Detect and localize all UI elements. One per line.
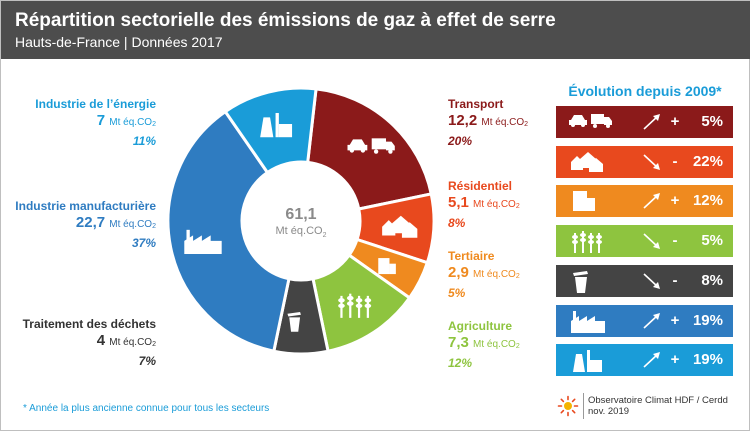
credit-divider: [583, 393, 584, 419]
evolution-value: 5%: [701, 113, 723, 130]
arrow-down-right-icon: [643, 273, 660, 289]
footnote: * Année la plus ancienne connue pour tou…: [23, 403, 270, 414]
evolution-row-agriculture: - 5%: [556, 225, 733, 258]
sector-name: Résidentiel: [448, 179, 513, 193]
sector-name: Industrie de l’énergie: [35, 97, 156, 111]
evolution-row-residentiel: -22%: [556, 145, 733, 178]
evolution-value: 8%: [701, 271, 723, 289]
center-total-unit: Mt éq.CO2: [275, 225, 327, 240]
sector-name: Industrie manufacturière: [15, 199, 156, 213]
evolution-sign: +: [670, 311, 680, 329]
office-building-icon: [378, 258, 396, 275]
chart-title: Répartition sectorielle des émissions de…: [15, 10, 556, 31]
factory-icon: [184, 229, 222, 255]
credit: Observatoire Climat HDF / Cerdd nov. 201…: [588, 395, 728, 417]
arrow-up-right-icon: [643, 352, 660, 368]
sector-value: 22,7: [75, 214, 106, 231]
evolution-title: Évolution depuis 2009*: [568, 83, 722, 99]
slice-manufacturiere: [166, 109, 291, 353]
arrow-down-right-icon: [643, 154, 660, 170]
sector-value: 12,2: [448, 112, 478, 129]
label-agriculture: Agriculture 7,3 Mt éq.CO2 12%: [448, 319, 520, 370]
sector-name: Tertiaire: [448, 249, 495, 263]
evolution-value: 22%: [692, 152, 723, 170]
evolution-sign: +: [670, 351, 680, 369]
evolution-sign: -: [672, 152, 678, 170]
label-tertiaire: Tertiaire 2,9 Mt éq.CO2 5%: [448, 249, 520, 300]
evolution-row-manufacturiere: +19%: [556, 304, 733, 337]
sector-name: Agriculture: [448, 319, 513, 333]
factory-icon: [571, 310, 605, 333]
sector-name: Traitement des déchets: [22, 317, 156, 331]
evolution-value: 19%: [692, 311, 723, 329]
evolution-value: 12%: [692, 192, 723, 210]
evolution-sign: -: [672, 232, 678, 250]
evolution-value: 19%: [692, 351, 723, 369]
evolution-sign: -: [672, 271, 678, 289]
evolution-row-energie: +19%: [556, 344, 733, 377]
sector-percent: 8%: [448, 216, 466, 230]
observatoire-logo-icon: [557, 395, 579, 417]
sector-value: 7: [96, 112, 106, 129]
chart-subtitle: Hauts-de-France | Données 2017: [15, 34, 223, 50]
sector-value: 2,9: [448, 264, 469, 281]
houses-icon: [571, 151, 603, 172]
arrow-up-right-icon: [643, 312, 660, 329]
label-residentiel: Résidentiel 5,1 Mt éq.CO2 8%: [448, 179, 520, 230]
evolution-value: 5%: [701, 232, 723, 250]
label-transport: Transport 12,2 Mt éq.CO2 20%: [448, 97, 529, 148]
evolution-sign: +: [670, 192, 680, 210]
sector-percent: 12%: [448, 356, 473, 370]
label-dechets: Traitement des déchets 4 Mt éq.CO2 7%: [22, 317, 156, 368]
label-energie: Industrie de l’énergie 7 Mt éq.CO2 11%: [35, 97, 156, 148]
credit-line-2: nov. 2019: [588, 406, 630, 417]
arrow-down-right-icon: [643, 233, 660, 250]
wheat-icon: [338, 293, 372, 318]
sector-name: Transport: [448, 97, 504, 111]
evolution-row-transport: +5%: [556, 106, 733, 138]
evolution-row-tertiaire: +12%: [556, 185, 733, 218]
slice-transport: [306, 87, 433, 211]
trash-bin-icon: [287, 312, 301, 332]
sector-percent: 5%: [448, 286, 466, 300]
sector-percent: 7%: [138, 354, 156, 368]
sector-percent: 11%: [132, 134, 156, 148]
car-truck-icon: [347, 138, 395, 154]
car-truck-icon: [569, 114, 612, 128]
header-bar: Répartition sectorielle des émissions de…: [1, 1, 750, 59]
office-building-icon: [573, 191, 595, 212]
label-manufacturiere: Industrie manufacturière 22,7 Mt éq.CO2 …: [15, 199, 156, 250]
sector-percent: 37%: [131, 236, 156, 250]
trash-bin-icon: [573, 270, 588, 293]
arrow-up-right-icon: [643, 114, 660, 130]
donut-chart: [166, 86, 436, 356]
houses-icon: [382, 215, 418, 238]
evolution-sign: +: [670, 113, 680, 130]
sector-percent: 20%: [448, 134, 473, 148]
sector-value: 4: [96, 332, 106, 349]
power-plant-icon: [573, 350, 602, 373]
sector-value: 5,1: [448, 194, 469, 211]
evolution-row-dechets: - 8%: [556, 264, 733, 297]
center-total-value: 61,1: [285, 206, 317, 223]
credit-line-1: Observatoire Climat HDF / Cerdd: [588, 395, 728, 406]
power-plant-icon: [260, 113, 293, 138]
sector-value: 7,3: [448, 334, 469, 351]
wheat-icon: [572, 231, 602, 254]
arrow-up-right-icon: [643, 193, 660, 209]
